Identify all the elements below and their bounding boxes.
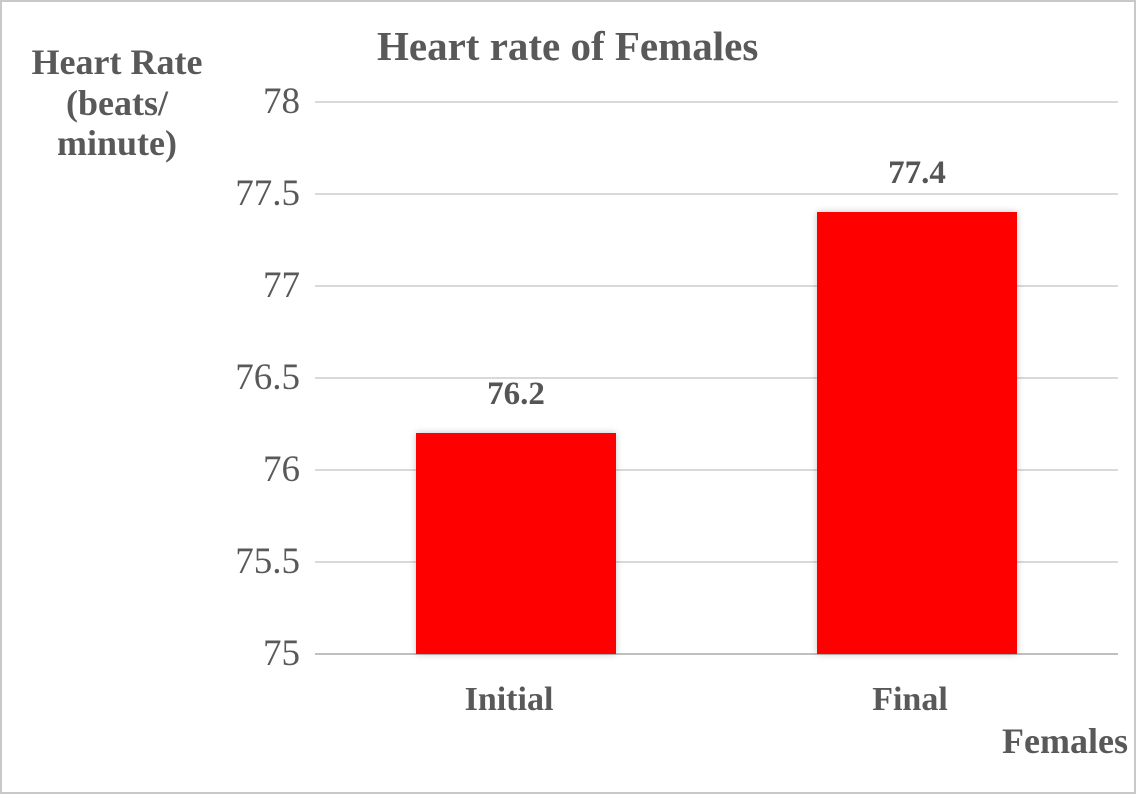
- bar-initial[interactable]: [416, 433, 616, 654]
- category-label-initial: Initial: [464, 681, 554, 718]
- x-axis-title: Females: [1002, 721, 1128, 761]
- y-axis-title: Heart Rate (beats/ minute): [24, 42, 210, 164]
- gridline: [315, 193, 1118, 195]
- y-tick-label: 78: [263, 81, 300, 122]
- y-tick-label: 77: [263, 265, 300, 306]
- chart-title: Heart rate of Females: [377, 23, 759, 69]
- data-label-initial: 76.2: [487, 376, 545, 412]
- gridline: [315, 469, 1118, 471]
- bar-final[interactable]: [817, 212, 1017, 654]
- y-axis-title-line: (beats/: [66, 82, 168, 123]
- y-tick-label: 76: [263, 449, 300, 490]
- gridline: [315, 101, 1118, 103]
- y-tick-label: 77.5: [235, 173, 300, 214]
- gridline: [315, 377, 1118, 379]
- y-tick-label: 76.5: [235, 357, 300, 398]
- data-label-final: 77.4: [888, 155, 946, 191]
- gridline: [315, 285, 1118, 287]
- gridline: [315, 561, 1118, 563]
- category-label-final: Final: [872, 681, 948, 718]
- y-axis-title-line: minute): [57, 123, 177, 164]
- y-axis-title-line: Heart Rate: [31, 42, 203, 82]
- y-tick-label: 75: [263, 633, 300, 674]
- x-axis-line: [315, 653, 1118, 655]
- y-tick-label: 75.5: [235, 541, 300, 582]
